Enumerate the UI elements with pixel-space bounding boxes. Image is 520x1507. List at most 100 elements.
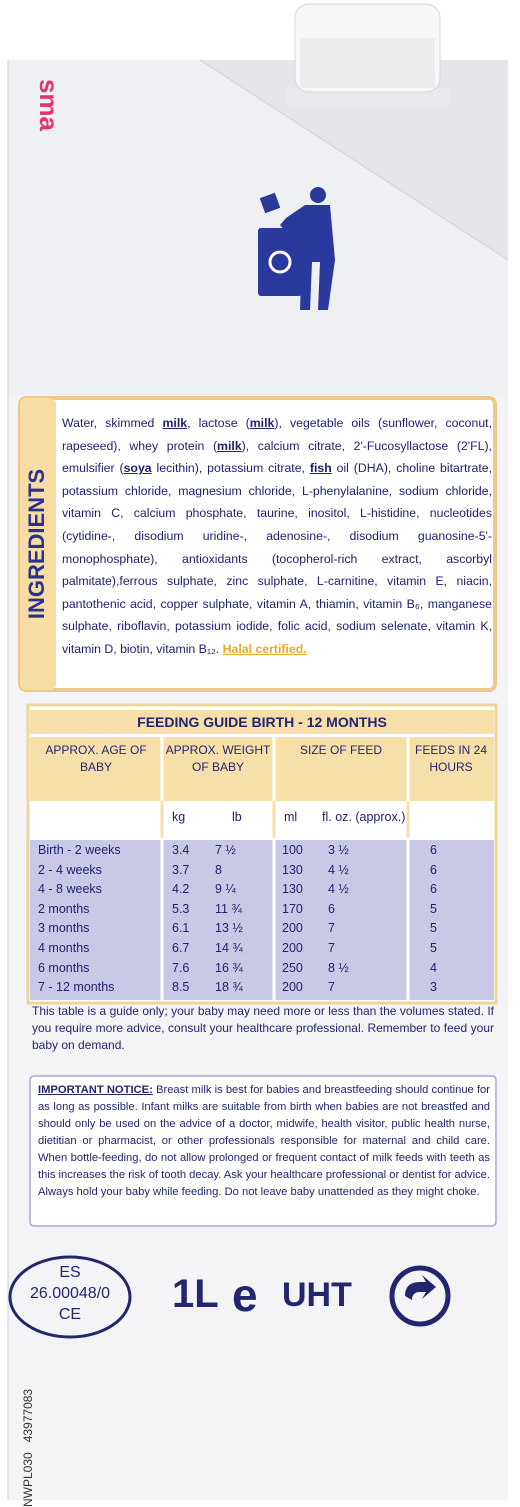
fold-line bbox=[199, 59, 509, 261]
unit-label: lb bbox=[232, 810, 242, 824]
health-mark: ES 26.00048/0 CE bbox=[10, 1262, 130, 1325]
column-header: APPROX. WEIGHT OF BABY bbox=[165, 743, 271, 774]
table-cell: 6 bbox=[430, 862, 437, 877]
unit-label: kg bbox=[172, 810, 186, 824]
halal-note: Halal certified. bbox=[222, 641, 307, 656]
table-cell: 7 bbox=[328, 921, 335, 936]
table-cell: 18 ¾ bbox=[215, 980, 243, 995]
table-cell: 6.1 bbox=[172, 921, 190, 936]
table-cell: 5 bbox=[430, 941, 437, 955]
table-cell: 4 bbox=[430, 960, 437, 975]
allergen: milk bbox=[249, 416, 275, 430]
ingredient-text: , lactose ( bbox=[187, 416, 250, 430]
process: UHT bbox=[282, 1276, 352, 1314]
table-cell: 16 ¾ bbox=[215, 960, 243, 975]
table-cell: 6 bbox=[430, 882, 437, 897]
table-cell: 7 ½ bbox=[215, 843, 236, 857]
table-cell: 3 bbox=[430, 980, 437, 995]
notice-box bbox=[29, 1075, 497, 1227]
row-label: 4 - 8 weeks bbox=[38, 882, 102, 897]
allergen: fish bbox=[309, 461, 332, 476]
table-cell: 200 bbox=[282, 921, 303, 936]
table-cell: 3 ½ bbox=[328, 843, 349, 857]
ingredients-text: Water, skimmed milk, lactose (milk), veg… bbox=[62, 412, 492, 661]
column-header: FEEDS IN 24 HOURS bbox=[414, 743, 488, 774]
column-rules-units bbox=[160, 801, 410, 838]
health-mark-oval bbox=[8, 1255, 132, 1339]
table-cell: 14 ¾ bbox=[215, 941, 243, 955]
table-cell: 5 bbox=[430, 901, 437, 916]
cap-ribs bbox=[300, 38, 435, 88]
notice: IMPORTANT NOTICE: Breast milk is best fo… bbox=[38, 1082, 490, 1201]
allergen: milk bbox=[162, 416, 188, 430]
ingredients-heading: INGREDIENTS bbox=[24, 469, 49, 619]
mark-region: CE bbox=[58, 1306, 82, 1323]
unit-label: fl. oz. (approx.) bbox=[322, 810, 406, 824]
table-cell: 4 ½ bbox=[328, 882, 349, 897]
table-cell: 200 bbox=[282, 941, 303, 955]
row-label: 4 months bbox=[38, 941, 90, 955]
row-label: Birth - 2 weeks bbox=[38, 843, 121, 857]
ingredients-tab bbox=[20, 398, 56, 690]
mark-number: 26.00048/0 bbox=[29, 1285, 111, 1302]
column-rules bbox=[160, 737, 410, 1000]
table-cell: 170 bbox=[282, 901, 303, 916]
table-cell: 200 bbox=[282, 980, 303, 995]
table-cell: 130 bbox=[282, 882, 303, 897]
table-cell: 7 bbox=[328, 941, 335, 955]
guide-note: This table is a guide only; your baby ma… bbox=[32, 1004, 494, 1052]
table-cell: 13 ½ bbox=[215, 921, 243, 936]
codes: NWPL030 43977083 bbox=[21, 1367, 35, 1507]
row-label: 6 months bbox=[38, 960, 90, 975]
table-cell: 7 bbox=[328, 980, 335, 995]
tidy-man-icon bbox=[258, 187, 335, 310]
row-label: 2 - 4 weeks bbox=[38, 862, 102, 877]
row-label: 2 months bbox=[38, 901, 90, 916]
table-cell: 6.7 bbox=[172, 941, 190, 955]
mark-country: ES bbox=[59, 1264, 81, 1281]
ingredient-text: ), vegetable oils (sunflower, coconut, r… bbox=[62, 416, 492, 453]
green-dot-arrow bbox=[405, 1275, 436, 1300]
estimated-mark: e bbox=[232, 1269, 258, 1321]
table-body-bg bbox=[30, 840, 494, 1000]
code: 43977083 bbox=[21, 1388, 35, 1443]
table-cell: 3.7 bbox=[172, 862, 190, 877]
ingredient-text: oil (DHA), choline bitartrate, potassium… bbox=[62, 461, 493, 656]
notice-label: IMPORTANT NOTICE: bbox=[38, 1084, 153, 1096]
table-cell: 5 bbox=[430, 921, 437, 936]
table-cell: 5.3 bbox=[172, 901, 190, 916]
table-cell: 11 ¾ bbox=[215, 901, 242, 916]
table-cell: 4.2 bbox=[172, 882, 190, 897]
table-cell: 250 bbox=[282, 960, 303, 975]
allergen: milk bbox=[217, 438, 242, 453]
row-label: 7 - 12 months bbox=[38, 980, 115, 995]
brand-logo: sma bbox=[34, 79, 64, 132]
table-cell: 9 ¼ bbox=[215, 882, 236, 897]
table-title: FEEDING GUIDE BIRTH - 12 MONTHS bbox=[137, 714, 387, 730]
unit-label: ml bbox=[284, 810, 298, 824]
row-label: 3 months bbox=[38, 921, 90, 936]
ingredient-text: Water, skimmed bbox=[62, 416, 163, 430]
table-cell: 7.6 bbox=[172, 960, 190, 975]
column-header: APPROX. AGE OF BABY bbox=[45, 743, 147, 774]
table-cell: 3.4 bbox=[172, 843, 190, 857]
table-cell: 8.5 bbox=[172, 980, 190, 995]
table-cell: 8 bbox=[215, 862, 222, 877]
table-cell: 8 ½ bbox=[328, 960, 349, 975]
notice-text: Breast milk is best for babies and breas… bbox=[38, 1084, 490, 1198]
ingredient-text: lecithin), potassium citrate, bbox=[151, 461, 310, 476]
green-dot-icon bbox=[389, 1265, 451, 1327]
flap bbox=[8, 60, 508, 395]
units-bg bbox=[30, 801, 494, 838]
ingredient-text: ), calcium citrate, 2'-Fucosyllactose (2… bbox=[62, 438, 492, 476]
column-header: SIZE OF FEED bbox=[299, 743, 382, 757]
table-cell: 6 bbox=[328, 901, 335, 916]
volume: 1L bbox=[172, 1272, 219, 1316]
code: NWPL030 bbox=[21, 1452, 35, 1507]
table-title-bar bbox=[30, 710, 494, 734]
table-cell: 4 ½ bbox=[328, 862, 349, 877]
table-cell: 6 bbox=[430, 843, 437, 857]
table-cell: 100 bbox=[282, 843, 303, 857]
